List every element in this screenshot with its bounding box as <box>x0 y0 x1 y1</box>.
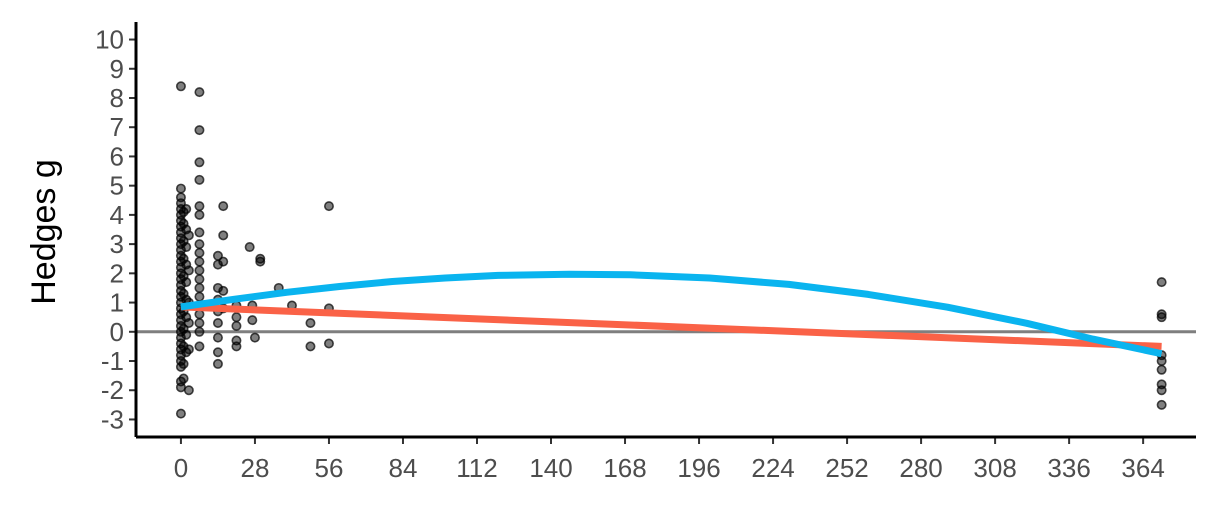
data-point <box>212 318 223 329</box>
quadratic-fit-line <box>180 270 1163 358</box>
data-point <box>194 247 205 258</box>
data-point <box>194 341 205 352</box>
y-tick-label: 8 <box>110 83 124 113</box>
x-tick-label: 84 <box>389 453 418 483</box>
data-point <box>194 125 205 136</box>
data-point <box>181 204 192 215</box>
data-point <box>218 256 229 267</box>
data-point <box>181 277 192 288</box>
x-tick-label: 364 <box>1121 453 1164 483</box>
y-tick-label: -1 <box>101 346 124 376</box>
data-point <box>305 318 316 329</box>
data-point <box>231 320 242 331</box>
data-point <box>323 338 334 349</box>
data-point <box>1156 364 1167 375</box>
data-point <box>212 358 223 369</box>
y-tick-label: 3 <box>110 229 124 259</box>
data-point <box>212 332 223 343</box>
y-axis-title: Hedges g <box>25 159 63 305</box>
data-point <box>1156 312 1167 323</box>
data-point <box>194 87 205 98</box>
data-point <box>194 274 205 285</box>
x-tick-label: 308 <box>973 453 1016 483</box>
x-tick-label: 0 <box>174 453 188 483</box>
x-tick-label: 168 <box>603 453 646 483</box>
x-tick-label: 336 <box>1047 453 1090 483</box>
data-point <box>194 227 205 238</box>
y-tick-label: 6 <box>110 141 124 171</box>
data-point <box>183 265 194 276</box>
data-point <box>194 157 205 168</box>
data-point <box>194 201 205 212</box>
data-point <box>323 201 334 212</box>
data-point <box>194 326 205 337</box>
data-point <box>175 183 186 194</box>
data-point <box>247 315 258 326</box>
data-point <box>218 285 229 296</box>
data-point <box>181 242 192 253</box>
data-points <box>175 81 1167 419</box>
x-tick-label: 112 <box>456 453 497 483</box>
y-tick-label: 7 <box>110 112 124 142</box>
x-tick-label: 224 <box>751 453 794 483</box>
data-point <box>194 174 205 185</box>
data-point <box>1156 356 1167 367</box>
data-point <box>231 341 242 352</box>
data-point <box>194 282 205 293</box>
data-point <box>194 239 205 250</box>
data-point <box>181 329 192 340</box>
data-point <box>175 408 186 419</box>
y-tick-label: 5 <box>110 171 124 201</box>
data-point <box>1156 399 1167 410</box>
data-point <box>183 230 194 241</box>
y-tick-label: 1 <box>110 288 124 318</box>
data-point <box>218 230 229 241</box>
x-tick-label: 140 <box>529 453 572 483</box>
y-tick-label: 4 <box>110 200 124 230</box>
data-point <box>178 373 189 384</box>
data-point <box>178 358 189 369</box>
x-tick-label: 28 <box>240 453 269 483</box>
x-tick-label: 280 <box>899 453 942 483</box>
data-point <box>244 242 255 253</box>
y-tick-label: 9 <box>110 54 124 84</box>
y-tick-label: 0 <box>110 317 124 347</box>
data-point <box>194 318 205 329</box>
data-point <box>194 309 205 320</box>
data-point <box>1156 385 1167 396</box>
data-point <box>255 256 266 267</box>
data-point <box>305 341 316 352</box>
y-tick-label: -3 <box>101 404 124 434</box>
x-tick-label: 56 <box>315 453 344 483</box>
x-axis-ticks: 0 28 56 84 112 140 168 196 224 252 280 308 336 364 <box>174 437 1165 483</box>
data-point <box>194 291 205 302</box>
data-point <box>175 81 186 92</box>
data-point <box>194 209 205 220</box>
x-tick-label: 252 <box>825 453 868 483</box>
y-tick-label: -2 <box>101 375 124 405</box>
data-point <box>1156 277 1167 288</box>
y-tick-label: 10 <box>95 25 124 55</box>
data-point <box>194 265 205 276</box>
data-point <box>194 256 205 267</box>
fit-lines <box>180 270 1163 358</box>
data-point <box>212 347 223 358</box>
data-point <box>218 201 229 212</box>
x-tick-label: 196 <box>677 453 720 483</box>
data-point <box>231 312 242 323</box>
data-point <box>183 344 194 355</box>
data-point <box>249 332 260 343</box>
data-point <box>183 385 194 396</box>
linear-fit-line <box>180 303 1162 350</box>
data-point <box>183 318 194 329</box>
y-tick-label: 2 <box>110 258 124 288</box>
